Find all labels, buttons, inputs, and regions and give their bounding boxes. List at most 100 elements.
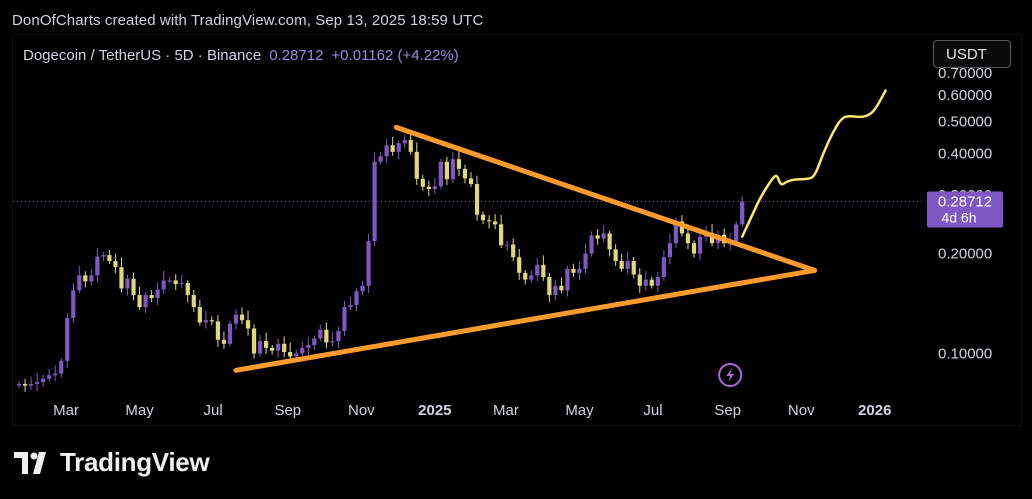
candle [16,383,22,386]
candle [89,275,94,282]
x-tick-label: Mar [53,402,79,419]
x-tick-label: Jul [203,402,222,419]
legend-symbol: Dogecoin / TetherUS · 5D · Binance [23,47,262,64]
candle [95,256,100,276]
tradingview-wordmark: TradingView [60,447,210,477]
candle [637,274,642,286]
candle [209,320,214,322]
candle [312,338,317,346]
y-tick-label: 0.20000 [938,246,992,263]
candle [276,343,281,351]
price-tag [927,191,1003,228]
x-tick-label: Jul [643,402,662,419]
candle [462,168,468,179]
candle [553,285,558,296]
candle [113,261,118,268]
candle [59,360,64,374]
candle [408,139,413,152]
candle [65,317,70,361]
candle [360,285,365,292]
candle [83,275,88,282]
candle [438,161,443,187]
candle [607,233,612,250]
y-tick-label: 0.10000 [938,346,992,363]
candle [450,159,456,180]
triangle-upper-line [393,124,818,273]
candle [233,314,239,324]
candle [456,159,462,169]
candle [378,156,383,162]
candle [390,145,395,152]
candle [215,321,221,340]
tradingview-logo[interactable]: TradingView [14,447,210,478]
candle [22,383,28,386]
candle [499,224,504,246]
x-tick-label: May [565,402,594,419]
candle [366,241,371,286]
price-chart[interactable]: 0.700000.600000.500000.400000.300000.200… [13,35,1021,425]
candle [203,320,208,323]
candle [294,353,299,357]
candle [107,255,112,262]
legend-change: +0.01162 (+4.22%) [331,47,459,64]
candle [523,272,528,280]
tradingview-logo-icon [14,451,46,474]
triangle-lower-line [233,267,818,373]
candle [179,283,184,285]
candle [619,261,624,269]
candle [468,178,474,185]
candle [336,330,341,342]
candle [402,139,407,144]
candle [300,347,305,354]
candle [318,329,323,339]
candle [342,307,347,331]
candle [161,280,166,290]
chart-panel[interactable]: 0.700000.600000.500000.400000.300000.200… [12,34,1022,426]
candle [685,233,691,244]
candle [221,339,227,344]
candle [28,383,34,386]
candle [655,277,660,286]
candle [149,295,154,298]
candle [264,341,269,348]
candle [613,249,618,262]
candle [251,328,257,354]
candle [330,341,335,343]
candle [589,235,594,254]
candle [155,289,160,298]
lightning-glyph [726,368,735,382]
candle [101,255,106,257]
candle [691,243,697,254]
candle [571,268,576,273]
y-tick-label: 0.60000 [938,87,992,104]
candle [53,373,58,376]
candle [197,307,202,323]
candle [71,290,76,318]
candle [257,341,263,354]
x-tick-label: Nov [348,402,375,419]
candle [577,268,582,273]
y-tick-label: 0.40000 [938,146,992,163]
candle [426,186,431,190]
candle [35,382,40,384]
currency-button[interactable]: USDT [933,40,1011,68]
candle [119,267,124,289]
candle [270,347,275,351]
candle [631,261,636,275]
candle [480,214,486,221]
candle [125,278,130,289]
candle [734,224,739,242]
candle [191,295,196,308]
y-tick-label: 0.70000 [938,65,992,82]
candle [173,280,178,284]
chart-legend: Dogecoin / TetherUS · 5D · Binance 0.2871… [23,47,459,64]
candle [239,314,245,321]
candle [137,295,142,308]
candle [673,221,679,244]
candle [709,233,715,244]
candle [697,236,703,254]
candle [511,244,516,258]
candle [474,184,480,215]
candle [167,280,172,282]
candle [649,279,654,286]
